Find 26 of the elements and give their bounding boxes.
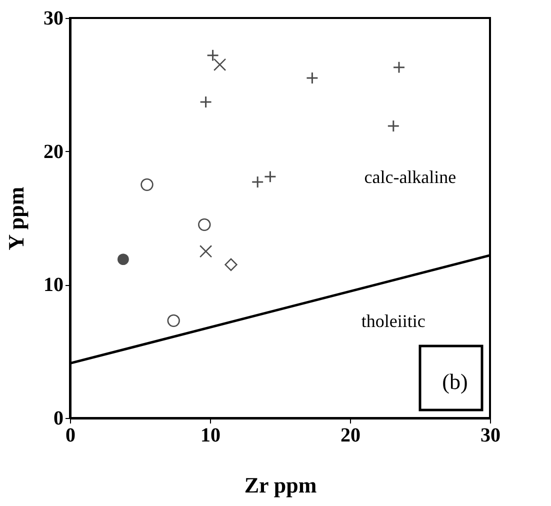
- point: [167, 314, 180, 328]
- y-tick-label: 20: [44, 140, 64, 163]
- point: [213, 58, 226, 72]
- point: [224, 258, 238, 272]
- annotation: (b): [442, 369, 468, 394]
- point: [251, 176, 264, 188]
- y-axis-title: Y ppm: [4, 186, 28, 250]
- x-tick-label: 10: [200, 424, 220, 446]
- point: [118, 254, 129, 266]
- x-axis-title: Zr ppm: [244, 472, 317, 498]
- point: [200, 96, 212, 108]
- annotation: calc-alkaline: [364, 167, 456, 187]
- y-tick-label: 0: [54, 408, 64, 430]
- annotation: tholeiitic: [361, 311, 426, 331]
- x-tick-label: 20: [340, 424, 360, 446]
- point: [392, 61, 406, 74]
- y-tick-label: 10: [44, 274, 64, 296]
- point: [199, 244, 212, 258]
- y-tick-label: 30: [44, 8, 64, 30]
- point: [206, 49, 220, 62]
- point: [387, 120, 400, 132]
- point: [140, 178, 154, 192]
- point: [264, 170, 276, 183]
- point: [198, 218, 211, 232]
- x-tick-label: 30: [480, 424, 500, 446]
- point: [306, 72, 318, 84]
